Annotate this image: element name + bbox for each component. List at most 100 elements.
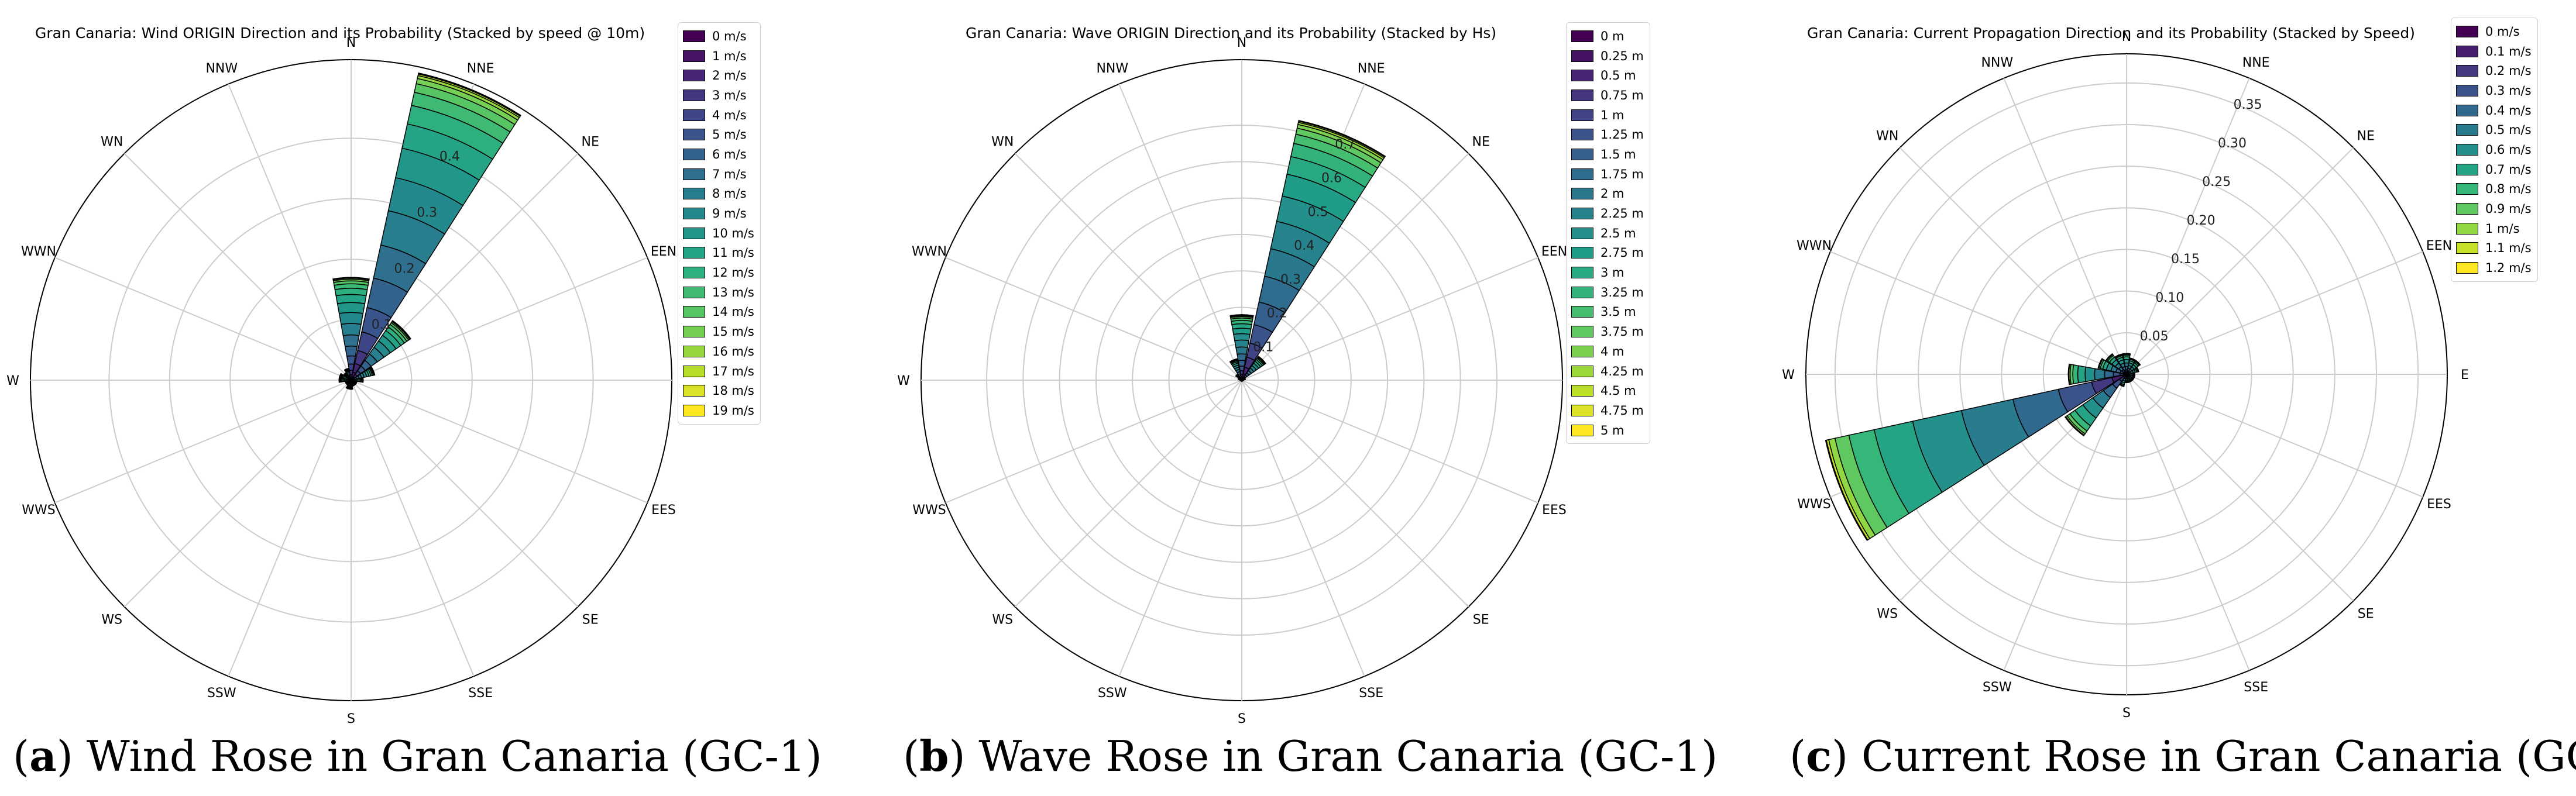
rose-wedge-segment	[338, 373, 342, 378]
grid-spoke	[1118, 380, 1242, 677]
legend-item: 2 m/s	[683, 66, 754, 85]
legend-label: 0 m/s	[2485, 24, 2520, 39]
legend-label: 3 m	[1600, 266, 1624, 280]
legend-item: 16 m/s	[683, 342, 754, 361]
legend-label: 8 m/s	[712, 187, 747, 201]
rose-wedge-segment	[2084, 366, 2096, 383]
legend-item: 0.5 m	[1571, 66, 1644, 85]
legend: 0 m 0.25 m 0.5 m 0.75 m 1 m 1.25 m 1.5 m 1.75 m…	[1566, 22, 1650, 444]
grid-spoke	[228, 84, 352, 381]
direction-label: WS	[101, 613, 122, 628]
rose-wedge-segment	[2097, 358, 2103, 369]
rose-wedge-segment	[1258, 356, 1266, 364]
legend-swatch	[2456, 143, 2478, 156]
grid-spoke	[1241, 257, 1538, 381]
legend-swatch	[1571, 306, 1593, 318]
legend-item: 19 m/s	[683, 401, 754, 421]
direction-label: SSE	[2244, 680, 2268, 695]
rose-wedge-segment	[1234, 339, 1249, 348]
rose-wedge-segment	[338, 312, 364, 325]
legend-swatch	[683, 50, 705, 62]
panel-wave-rose: 0.10.20.30.40.50.60.7NNNENEEENEEESSESSES…	[858, 0, 1718, 796]
rose-wedge-segment	[342, 334, 360, 347]
grid-spoke	[1241, 380, 1365, 677]
legend-label: 3.25 m	[1600, 285, 1644, 299]
legend-label: 1.2 m/s	[2485, 261, 2532, 275]
legend-swatch	[1571, 208, 1593, 220]
legend-item: 8 m/s	[683, 184, 754, 204]
legend-item: 0.6 m/s	[2456, 140, 2532, 160]
legend-swatch	[1571, 188, 1593, 200]
rose-wedge-segment	[1238, 366, 1245, 372]
radial-tick-label: 0.2	[394, 261, 414, 276]
radial-tick-label: 0.10	[2155, 291, 2184, 305]
rose-wedge-segment	[335, 294, 367, 305]
legend-label: 0 m	[1600, 29, 1624, 43]
legend-label: 1 m/s	[2485, 221, 2520, 236]
figure-caption: (a) Wind Rose in Gran Canaria (GC-1)	[13, 731, 822, 781]
grid-spoke	[123, 153, 352, 381]
legend-label: 13 m/s	[712, 285, 754, 299]
legend-item: 0.7 m/s	[2456, 160, 2532, 180]
legend: 0 m/s 0.1 m/s 0.2 m/s 0.3 m/s 0.4 m/s 0.5 m/s…	[2451, 18, 2538, 282]
legend-swatch	[2456, 84, 2478, 97]
legend-item: 1 m/s	[683, 46, 754, 66]
direction-label: WS	[992, 613, 1013, 628]
direction-label: S	[1238, 712, 1246, 726]
legend-swatch	[1571, 70, 1593, 82]
legend-label: 15 m/s	[712, 325, 754, 339]
legend-label: 0.7 m/s	[2485, 162, 2532, 177]
legend-item: 15 m/s	[683, 322, 754, 342]
grid-spoke	[1241, 380, 1538, 504]
legend-item: 9 m/s	[683, 204, 754, 223]
grid-spoke	[2003, 374, 2127, 671]
legend-label: 6 m/s	[712, 147, 747, 161]
direction-label: WN	[1876, 129, 1898, 143]
legend-item: 17 m/s	[683, 361, 754, 381]
legend-swatch	[683, 267, 705, 279]
rose-wedge-segment	[2130, 357, 2137, 361]
direction-label: W	[1782, 368, 1795, 383]
legend-item: 0 m/s	[2456, 22, 2532, 42]
legend-swatch	[683, 30, 705, 42]
legend-swatch	[1571, 424, 1593, 436]
legend-item: 0.25 m	[1571, 46, 1644, 66]
radial-tick-label: 0.3	[1280, 273, 1301, 287]
rose-wedge-segment	[346, 355, 356, 365]
legend-swatch	[683, 326, 705, 338]
direction-label: WWS	[22, 503, 55, 518]
caption-letter: b	[919, 731, 949, 781]
legend-item: 2 m	[1571, 184, 1644, 204]
direction-label: SE	[582, 613, 599, 628]
legend-label: 0.6 m/s	[2485, 142, 2532, 157]
legend-item: 12 m/s	[683, 263, 754, 282]
legend-swatch	[1571, 227, 1593, 239]
direction-label: NNW	[1096, 61, 1128, 76]
legend-label: 4 m/s	[712, 108, 747, 122]
legend-label: 1.1 m/s	[2485, 241, 2532, 256]
legend-swatch	[2456, 262, 2478, 274]
legend-swatch	[1571, 50, 1593, 62]
legend-swatch	[2456, 65, 2478, 77]
legend-swatch	[683, 188, 705, 200]
legend-label: 1.75 m	[1600, 167, 1644, 181]
legend-swatch	[683, 109, 705, 121]
figure-caption: (c) Current Rose in Gran Canaria (GC-1)	[1790, 731, 2576, 781]
direction-label: SSW	[1983, 680, 2012, 695]
direction-label: NE	[582, 135, 599, 149]
legend-swatch	[683, 385, 705, 397]
legend-swatch	[2456, 163, 2478, 175]
legend-swatch	[683, 129, 705, 141]
legend-item: 4 m/s	[683, 105, 754, 125]
direction-label: WWS	[1797, 497, 1830, 512]
legend-label: 9 m/s	[712, 206, 747, 221]
radial-tick-label: 0.6	[1321, 171, 1342, 186]
figure-caption: (b) Wave Rose in Gran Canaria (GC-1)	[903, 731, 1718, 781]
direction-label: S	[2122, 706, 2131, 721]
radial-tick-label: 0.4	[439, 150, 460, 164]
grid-spoke	[228, 380, 352, 677]
legend-swatch	[1571, 385, 1593, 397]
legend-label: 3.75 m	[1600, 325, 1644, 339]
panel-current-rose: 0.05 0.10 0.15 0.20 0.25 0.30 0.35 N NNE NE EEN E EE…	[1717, 0, 2576, 796]
grid-spoke	[1014, 380, 1242, 608]
